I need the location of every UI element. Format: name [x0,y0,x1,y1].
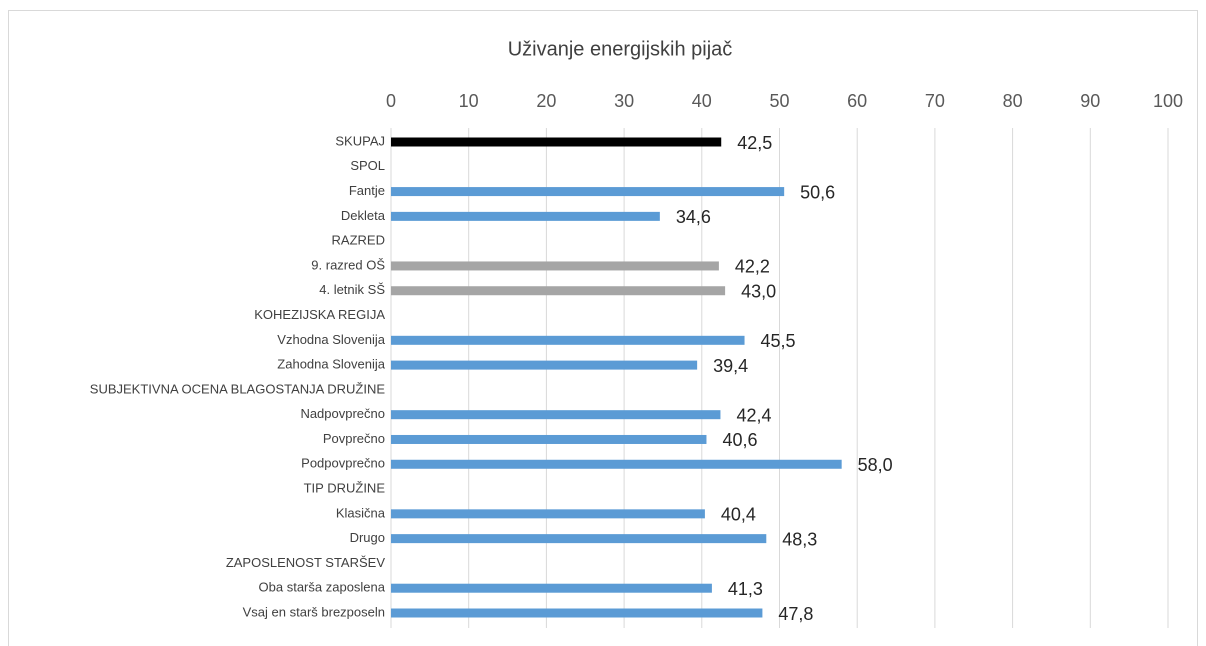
bar [391,459,842,469]
category-label: SPOL [350,158,385,173]
x-tick-label: 60 [847,91,867,111]
value-label: 47,8 [778,604,813,624]
category-label: Nadpovprečno [300,406,385,421]
bar [391,434,707,444]
category-label: ZAPOSLENOST STARŠEV [226,555,386,570]
category-label: Vzhodna Slovenija [277,332,385,347]
bar [391,608,763,618]
category-label: Zahodna Slovenija [277,357,385,372]
x-tick-label: 50 [769,91,789,111]
x-tick-label: 80 [1003,91,1023,111]
bar [391,410,721,420]
category-label: Drugo [350,530,385,545]
x-tick-label: 70 [925,91,945,111]
category-label: 4. letnik SŠ [319,282,385,297]
bar [391,583,712,593]
bar [391,261,719,271]
category-label: SUBJEKTIVNA OCENA BLAGOSTANJA DRUŽINE [90,381,386,396]
category-label: Klasična [336,505,386,520]
x-tick-label: 40 [692,91,712,111]
x-tick-label: 30 [614,91,634,111]
x-tick-label: 90 [1080,91,1100,111]
value-label: 48,3 [782,529,817,549]
category-label: SKUPAJ [335,133,385,148]
value-label: 42,5 [737,133,772,153]
value-label: 34,6 [676,207,711,227]
value-label: 40,4 [721,505,756,525]
bar [391,509,705,519]
value-label: 45,5 [761,331,796,351]
value-label: 41,3 [728,579,763,599]
category-label: Povprečno [323,431,385,446]
category-label: Podpovprečno [301,456,385,471]
bar [391,137,722,147]
chart-title: Uživanje energijskih pijač [508,38,733,60]
category-label: TIP DRUŽINE [304,480,386,495]
bar [391,211,660,221]
x-tick-label: 20 [536,91,556,111]
bar [391,187,785,197]
category-label: Fantje [349,183,385,198]
bar [391,286,726,296]
value-label: 43,0 [741,281,776,301]
bar [391,360,698,370]
category-label: Dekleta [341,208,386,223]
x-tick-label: 0 [386,91,396,111]
category-label: RAZRED [332,233,385,248]
bar [391,335,745,345]
x-tick-label: 100 [1153,91,1183,111]
value-label: 42,2 [735,257,770,277]
bar [391,534,767,544]
category-label: 9. razred OŠ [311,257,385,272]
chart-frame [8,10,1198,646]
category-label: Oba starša zaposlena [259,580,386,595]
value-label: 58,0 [858,455,893,475]
value-label: 42,4 [736,405,771,425]
value-label: 40,6 [722,430,757,450]
value-label: 39,4 [713,356,748,376]
category-label: KOHEZIJSKA REGIJA [254,307,385,322]
x-tick-label: 10 [459,91,479,111]
category-label: Vsaj en starš brezposeln [243,604,385,619]
value-label: 50,6 [800,182,835,202]
